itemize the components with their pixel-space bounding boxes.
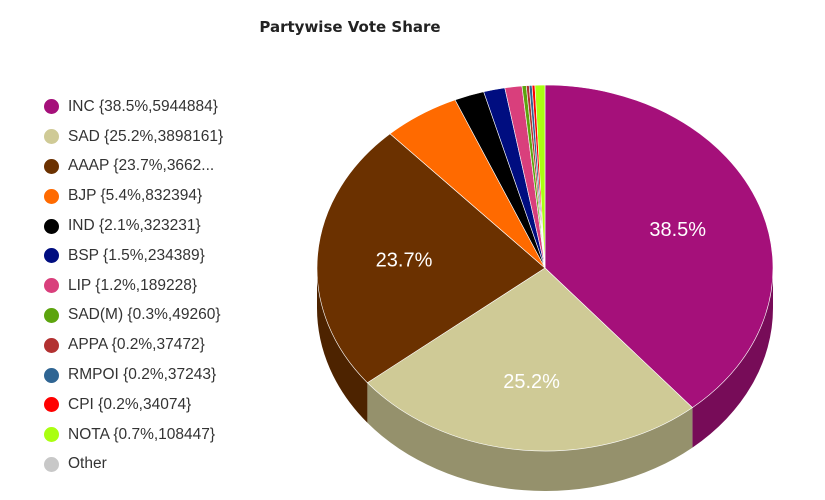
legend-swatch bbox=[44, 158, 59, 174]
chart-title: Partywise Vote Share bbox=[259, 18, 441, 36]
legend-item[interactable]: RMPOI {0.2%,37243} bbox=[44, 360, 274, 390]
legend-label: SAD {25.2%,3898161} bbox=[68, 127, 224, 145]
legend-label: LIP {1.2%,189228} bbox=[68, 276, 198, 294]
legend-swatch bbox=[44, 456, 59, 472]
legend-swatch bbox=[44, 397, 59, 413]
legend-swatch bbox=[44, 337, 59, 353]
legend-item[interactable]: LIP {1.2%,189228} bbox=[44, 271, 274, 301]
legend-label: APPA {0.2%,37472} bbox=[68, 336, 205, 354]
pie-slice-inc[interactable] bbox=[544, 84, 774, 408]
legend-item[interactable]: APPA {0.2%,37472} bbox=[44, 330, 274, 360]
legend-item[interactable]: INC {38.5%,5944884} bbox=[44, 92, 274, 122]
legend-label: IND {2.1%,323231} bbox=[68, 217, 201, 235]
legend-item[interactable]: IND {2.1%,323231} bbox=[44, 211, 274, 241]
pie-side-sad bbox=[367, 382, 693, 491]
pie-slice-nota[interactable] bbox=[534, 84, 546, 269]
legend-item[interactable]: BSP {1.5%,234389} bbox=[44, 241, 274, 271]
pie-slice-sad[interactable] bbox=[366, 267, 693, 452]
slice-label: 38.5% bbox=[649, 219, 706, 241]
legend-item[interactable]: SAD(M) {0.3%,49260} bbox=[44, 301, 274, 331]
legend-label: SAD(M) {0.3%,49260} bbox=[68, 306, 221, 324]
slice-label: 25.2% bbox=[503, 371, 560, 393]
pie-slices bbox=[316, 84, 774, 452]
legend-item[interactable]: CPI {0.2%,34074} bbox=[44, 390, 274, 420]
legend-label: CPI {0.2%,34074} bbox=[68, 395, 192, 413]
legend-swatch bbox=[44, 218, 59, 234]
legend-item[interactable]: SAD {25.2%,3898161} bbox=[44, 122, 274, 152]
pie-sides bbox=[317, 268, 773, 491]
legend-label: INC {38.5%,5944884} bbox=[68, 97, 218, 115]
legend-label: Other bbox=[68, 455, 107, 473]
slice-label: 23.7% bbox=[376, 250, 433, 272]
legend: INC {38.5%,5944884} SAD {25.2%,3898161} AA… bbox=[44, 92, 274, 479]
legend-swatch bbox=[44, 367, 59, 383]
legend-label: RMPOI {0.2%,37243} bbox=[68, 366, 217, 384]
legend-label: NOTA {0.7%,108447} bbox=[68, 425, 216, 443]
legend-item[interactable]: Other bbox=[44, 450, 274, 480]
legend-swatch bbox=[44, 307, 59, 323]
legend-swatch bbox=[44, 427, 59, 443]
legend-item[interactable]: AAAP {23.7%,3662... bbox=[44, 152, 274, 182]
legend-swatch bbox=[44, 248, 59, 264]
pie-side-inc bbox=[692, 268, 773, 448]
legend-item[interactable]: BJP {5.4%,832394} bbox=[44, 181, 274, 211]
pie-slice-aaap[interactable] bbox=[316, 133, 546, 384]
legend-swatch bbox=[44, 188, 59, 204]
pie-side-aaap bbox=[317, 268, 368, 423]
legend-swatch bbox=[44, 99, 59, 115]
legend-label: BJP {5.4%,832394} bbox=[68, 187, 203, 205]
legend-label: AAAP {23.7%,3662... bbox=[68, 157, 215, 175]
legend-label: BSP {1.5%,234389} bbox=[68, 246, 205, 264]
legend-item[interactable]: NOTA {0.7%,108447} bbox=[44, 420, 274, 450]
legend-swatch bbox=[44, 129, 59, 145]
legend-swatch bbox=[44, 278, 59, 294]
